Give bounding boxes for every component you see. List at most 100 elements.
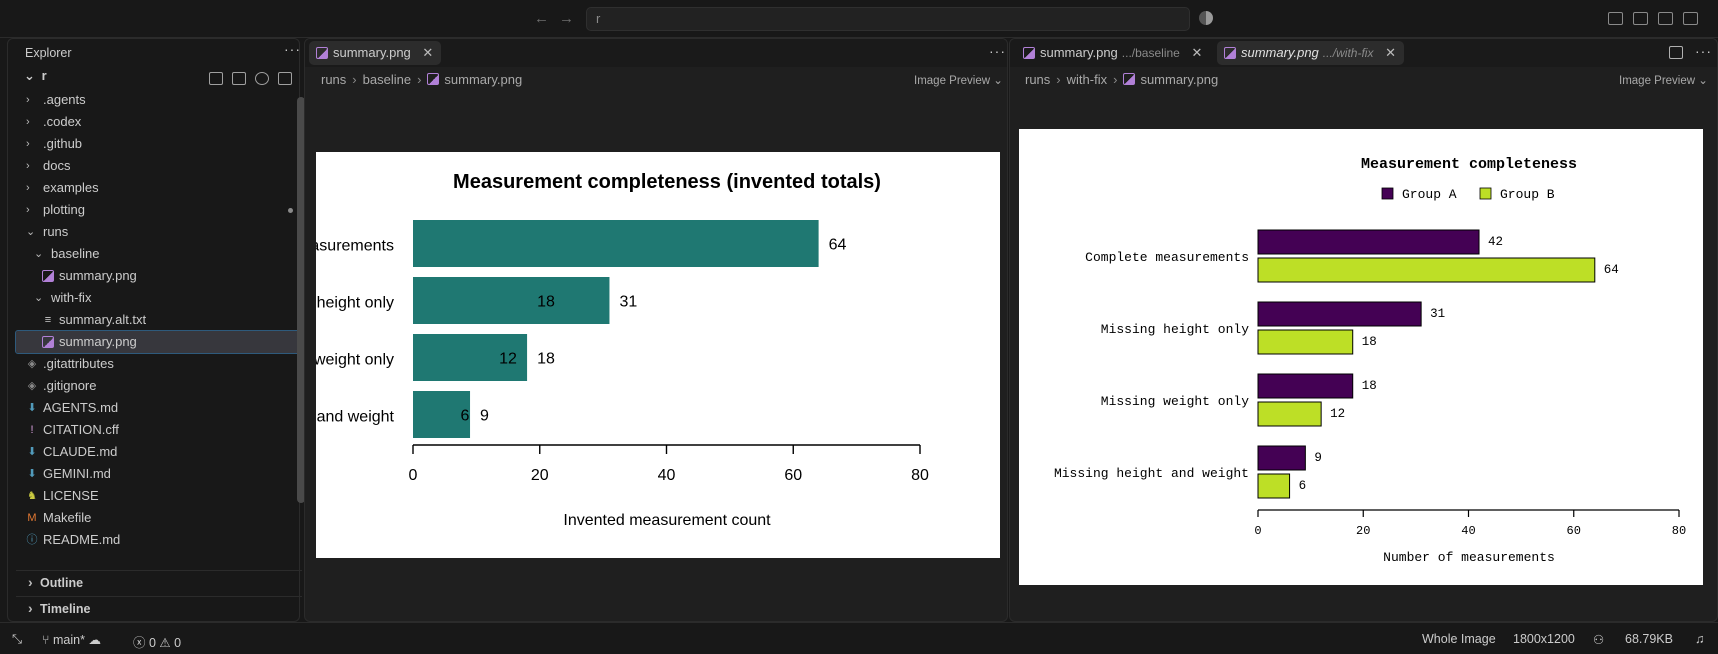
tree-item-docs[interactable]: › docs (16, 155, 302, 177)
tree-item-label: CLAUDE.md (43, 444, 118, 459)
close-icon[interactable]: ✕ (1385, 45, 1396, 60)
command-center-search[interactable]: r ⌄ (586, 7, 1190, 31)
data-label: 12 (1330, 407, 1345, 421)
tree-item-gitignore[interactable]: ◈ .gitignore (16, 375, 302, 397)
tab-label: summary.png (333, 45, 411, 60)
sidebar-scrollbar[interactable] (297, 97, 305, 503)
category-label: Complete measurements (1085, 250, 1249, 265)
category-label: Missing weight only (1101, 394, 1249, 409)
more-actions-icon[interactable]: ··· (284, 41, 301, 57)
breadcrumb-item[interactable]: baseline (362, 72, 412, 87)
breadcrumb: runs › baseline › summary.png (321, 72, 522, 87)
tree-item-with-fix[interactable]: ⌄ with-fix (16, 287, 302, 309)
inner-data-label: 12 (499, 351, 517, 368)
preview-mode-label[interactable]: Image Preview ⌄ (914, 75, 1003, 87)
toggle-sidebar-icon[interactable] (1633, 12, 1648, 25)
branch-indicator[interactable]: ⑂ main* ☁ (42, 633, 101, 647)
chevron-right-icon: › (26, 160, 30, 172)
tree-item-makefile[interactable]: M Makefile (16, 507, 302, 529)
tree-item-gemini-md[interactable]: ⬇ GEMINI.md (16, 463, 302, 485)
data-label: 42 (1488, 235, 1503, 249)
preview-mode-label[interactable]: Image Preview ⌄ (1619, 75, 1708, 87)
tree-item-github[interactable]: › .github (16, 133, 302, 155)
customize-layout-icon[interactable] (1608, 12, 1623, 25)
more-actions-icon[interactable]: ··· (1695, 43, 1712, 59)
tree-item-baseline[interactable]: ⌄ baseline (16, 243, 302, 265)
tree-item-license[interactable]: ♞ LICENSE (16, 485, 302, 507)
tree-item-summary-png[interactable]: summary.png (15, 330, 303, 354)
file-size: 68.79KB (1625, 632, 1673, 646)
copilot-status-icon[interactable]: ⚇ (1593, 633, 1605, 647)
close-icon[interactable]: ✕ (1191, 45, 1203, 60)
history-nav: ← → (534, 10, 574, 27)
git-file-icon: ◈ (27, 380, 37, 392)
tree-item-gitattributes[interactable]: ◈ .gitattributes (16, 353, 302, 375)
forward-arrow-icon[interactable]: → (559, 10, 574, 27)
chevron-right-icon: › (26, 94, 30, 106)
close-icon[interactable]: ✕ (422, 45, 434, 60)
timeline-section[interactable]: Timeline (16, 596, 302, 620)
data-label: 18 (537, 351, 555, 368)
bar (1257, 329, 1354, 355)
bar (413, 277, 610, 324)
problems-indicator[interactable]: ⓧ 0 ⚠ 0 (133, 636, 182, 650)
tree-item-claude-md[interactable]: ⬇ CLAUDE.md (16, 441, 302, 463)
image-file-icon (1224, 47, 1236, 59)
tree-item-plotting[interactable]: › plotting (16, 199, 302, 221)
chevron-down-icon: ⌄ (34, 248, 44, 260)
category-label: weight only (316, 352, 394, 369)
explorer-actions (209, 72, 292, 85)
tree-item-readme-md[interactable]: ⓘ README.md (16, 529, 302, 551)
tree-item-summary-png[interactable]: summary.png (16, 265, 302, 287)
zoom-status[interactable]: Whole Image (1422, 632, 1496, 646)
citation-file-icon: ! (30, 424, 34, 436)
tab-summary-png[interactable]: summary.png ✕ (309, 41, 442, 65)
breadcrumb-item[interactable]: runs (1025, 72, 1051, 87)
breadcrumb-item[interactable]: summary.png (1140, 72, 1219, 87)
tab-summary-baseline[interactable]: summary.png .../baseline ✕ (1016, 41, 1210, 65)
new-file-icon[interactable] (209, 72, 223, 85)
tab-summary-with-fix[interactable]: summary.png .../with-fix ✕ (1217, 41, 1404, 65)
tree-item-label: .codex (43, 114, 82, 129)
tree-item-runs[interactable]: ⌄ runs (16, 221, 302, 243)
legend-swatch (1381, 187, 1394, 200)
sidebar: Explorer ··· ⌄ r › .agents › .codex › .github… (0, 38, 305, 622)
chevron-right-icon: › (26, 116, 30, 128)
refresh-icon[interactable] (255, 72, 269, 85)
data-label: 9 (480, 408, 489, 425)
inner-data-label: 6 (461, 408, 470, 425)
x-tick-label: 0 (1254, 524, 1261, 538)
tree-item-agents-md[interactable]: ⬇ AGENTS.md (16, 397, 302, 419)
tree-item-examples[interactable]: › examples (16, 177, 302, 199)
tree-item-label: .gitattributes (43, 356, 114, 371)
toggle-panel-icon[interactable] (1658, 12, 1673, 25)
breadcrumb-item[interactable]: with-fix (1066, 72, 1108, 87)
x-tick-label: 0 (409, 467, 418, 484)
breadcrumb-item[interactable]: summary.png (444, 72, 523, 87)
image-preview-baseline: Measurement completeness (invented total… (316, 152, 1000, 558)
new-folder-icon[interactable] (232, 72, 246, 85)
breadcrumb-item[interactable]: runs (321, 72, 347, 87)
makefile-icon: M (27, 512, 37, 524)
tree-item-citation-cff[interactable]: ! CITATION.cff (16, 419, 302, 441)
tree-item-agents[interactable]: › .agents (16, 89, 302, 111)
remote-icon[interactable]: ⤡ (12, 632, 23, 646)
tree-item-codex[interactable]: › .codex (16, 111, 302, 133)
tree-item-summary-alt-txt[interactable]: ≡ summary.alt.txt (16, 309, 302, 331)
bar (1257, 257, 1596, 283)
split-editor-icon[interactable] (1669, 46, 1683, 59)
more-actions-icon[interactable]: ··· (989, 43, 1006, 59)
collapse-all-icon[interactable] (278, 72, 292, 85)
data-label: 31 (619, 294, 637, 311)
workspace-root-label: r (41, 68, 47, 83)
chevron-right-icon: › (26, 204, 30, 216)
copilot-icon[interactable] (1199, 11, 1213, 25)
image-file-icon (1123, 73, 1136, 85)
toggle-secondary-sidebar-icon[interactable] (1683, 12, 1698, 25)
back-arrow-icon[interactable]: ← (534, 10, 549, 27)
sync-icon[interactable]: ☁ (88, 633, 101, 647)
outline-section[interactable]: Outline (16, 570, 302, 594)
workspace-root[interactable]: ⌄ r (24, 68, 47, 84)
notifications-icon[interactable]: ♫ (1695, 632, 1705, 646)
tree-item-label: AGENTS.md (43, 400, 119, 415)
